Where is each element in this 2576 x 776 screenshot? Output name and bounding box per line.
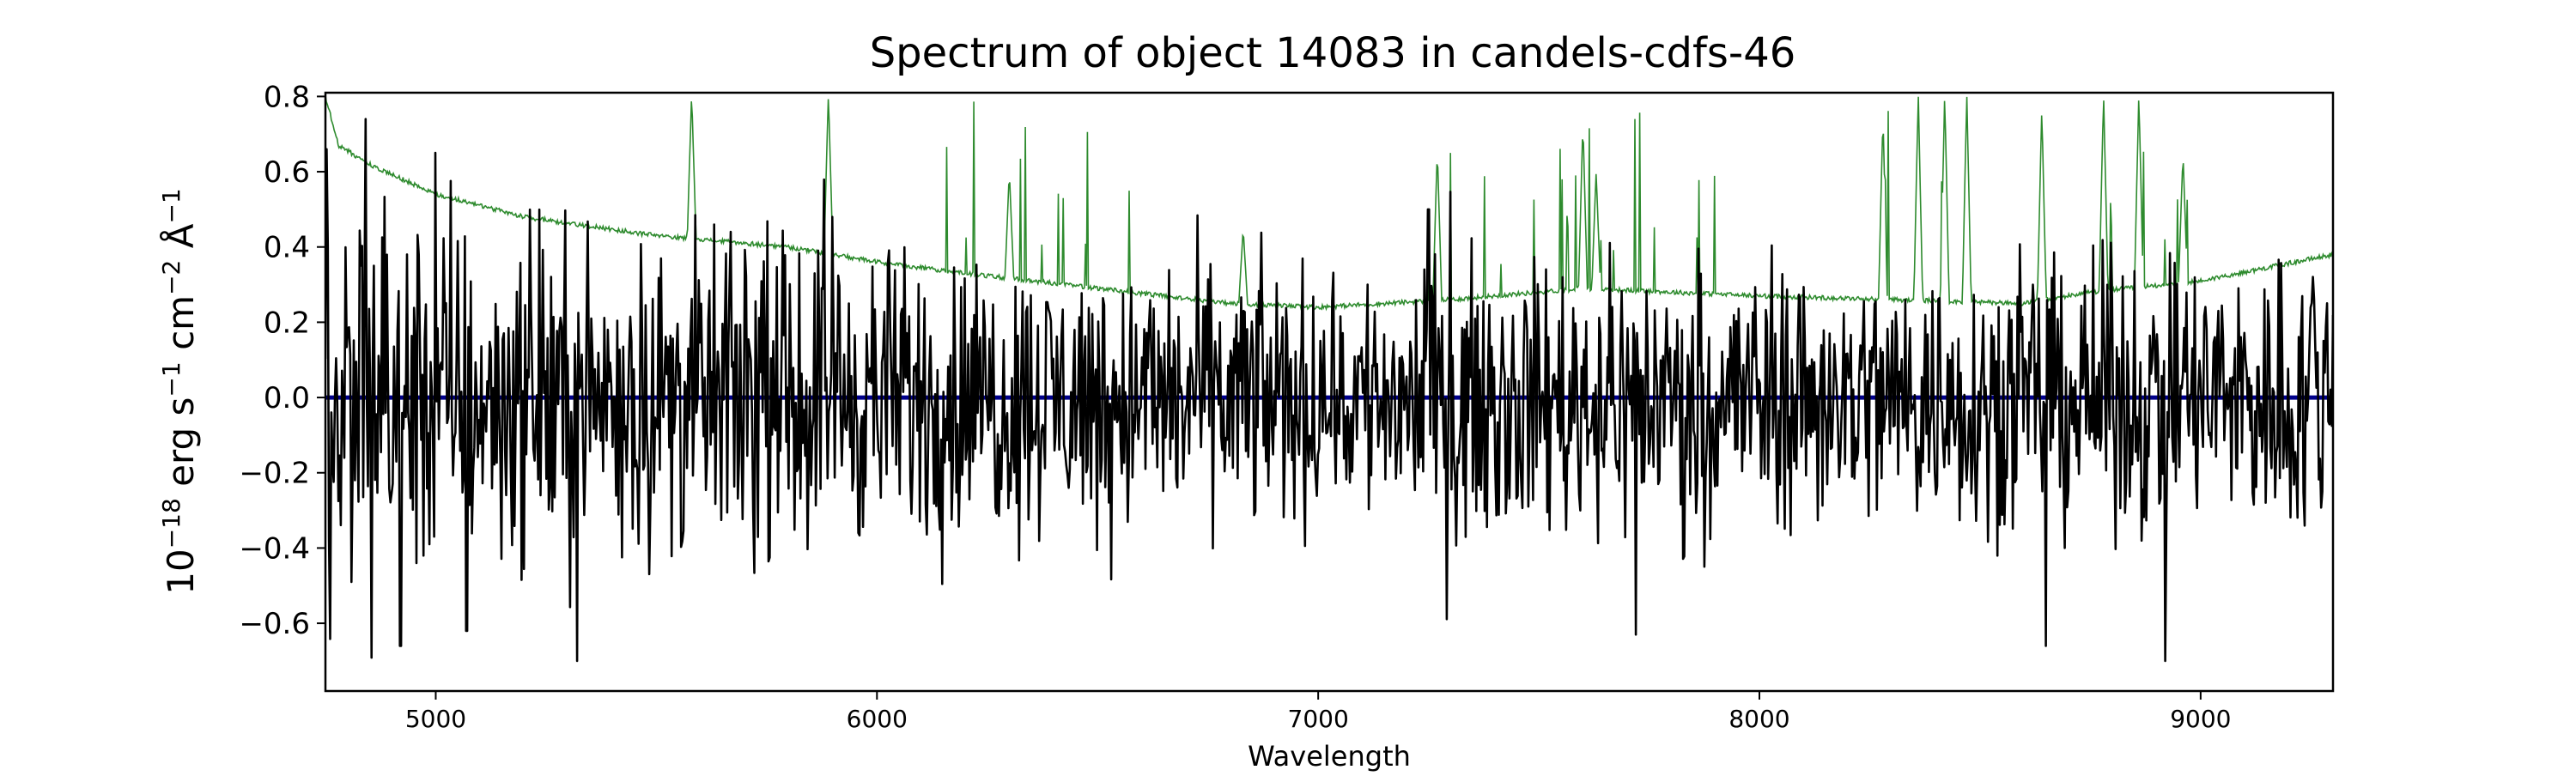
y-tick-label: 0.4 <box>264 231 310 265</box>
series-error-line <box>325 94 2333 312</box>
chart-title: Spectrum of object 14083 in candels-cdfs… <box>870 29 1796 77</box>
y-tick-label: 0.6 <box>264 155 310 190</box>
x-tick-label: 5000 <box>405 705 466 733</box>
y-tick-label: −0.6 <box>239 607 310 641</box>
y-tick-label: 0.0 <box>264 381 310 415</box>
x-tick-label: 7000 <box>1288 705 1349 733</box>
x-axis-label: Wavelength <box>1248 740 1411 773</box>
x-tick-label: 6000 <box>847 705 908 733</box>
series-flux-line <box>325 118 2333 663</box>
y-tick-label: 0.2 <box>264 306 310 340</box>
x-tick-label: 8000 <box>1728 705 1789 733</box>
y-tick-label: −0.4 <box>239 531 310 566</box>
axes-frame <box>324 91 2335 693</box>
y-axis-label: 10−18 erg s−1 cm−2 Å−1 <box>157 188 203 594</box>
y-tick-label: 0.8 <box>264 80 310 114</box>
y-tick-label: −0.2 <box>239 457 310 491</box>
x-tick-label: 9000 <box>2170 705 2231 733</box>
